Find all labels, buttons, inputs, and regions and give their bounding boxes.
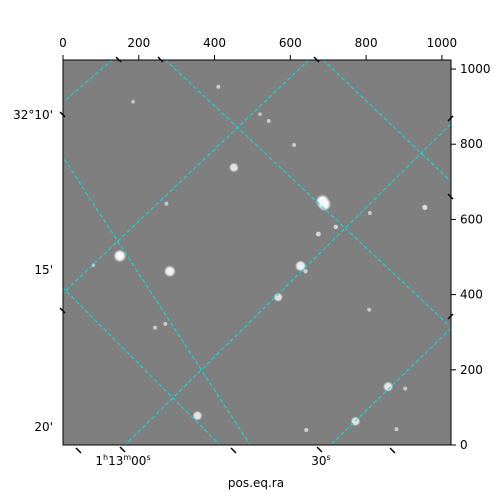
x-pixel-tick-label: 200	[127, 36, 150, 50]
wcs-grid-line	[63, 60, 113, 103]
world-tick	[119, 446, 126, 453]
dec-tick-label: 15'	[34, 263, 53, 277]
world-tick	[389, 447, 396, 454]
ra-tick-label: 30s	[311, 453, 330, 468]
star-point	[166, 267, 174, 275]
world-tick	[59, 111, 66, 118]
star-point	[258, 112, 262, 116]
star-point	[422, 204, 428, 210]
star-point	[164, 201, 169, 206]
star-point	[275, 294, 281, 301]
x-pixel-tick-label: 0	[59, 36, 67, 50]
star-point	[230, 164, 237, 171]
world-tick	[316, 446, 323, 453]
star-point	[297, 262, 304, 270]
wcs-grid-line	[164, 60, 451, 328]
star-point	[163, 321, 168, 326]
star-point	[91, 263, 96, 268]
wcs-grid-line	[124, 123, 451, 445]
world-tick	[447, 313, 454, 320]
star-point	[153, 325, 158, 330]
pixel-axis-ticks: 0 200 400 600 800 1000 0 200 400 600 800 1000	[59, 36, 490, 452]
y-pixel-tick-label: 800	[460, 137, 483, 151]
star-point	[394, 427, 399, 432]
world-tick	[230, 447, 237, 454]
y-pixel-tick-label: 200	[460, 363, 483, 377]
x-axis-label: pos.eq.ra	[228, 476, 284, 490]
star-point	[403, 386, 408, 391]
wcs-grid-line	[329, 327, 451, 445]
stars-layer	[91, 84, 428, 433]
star-point	[292, 143, 297, 147]
world-tick	[447, 193, 454, 200]
wcs-grid-line	[63, 287, 221, 445]
star-point	[194, 412, 201, 419]
dec-tick-label: 20'	[34, 420, 53, 434]
star-point	[315, 231, 321, 237]
sky-image	[63, 60, 451, 445]
world-tick	[59, 307, 66, 314]
world-tick	[157, 56, 164, 63]
star-point	[333, 224, 339, 230]
x-pixel-tick-label: 1000	[427, 36, 458, 50]
world-tick	[313, 56, 320, 63]
world-tick	[75, 447, 82, 454]
y-pixel-tick-label: 1000	[460, 62, 491, 76]
world-tick	[447, 115, 454, 122]
world-tick	[115, 56, 122, 63]
star-point	[216, 84, 221, 89]
x-pixel-tick-label: 600	[279, 36, 302, 50]
star-point	[320, 200, 329, 209]
star-point	[367, 211, 372, 215]
wcs-grid-line	[63, 156, 251, 445]
x-pixel-tick-label: 400	[203, 36, 226, 50]
x-pixel-tick-label: 800	[355, 36, 378, 50]
plot-frame	[62, 59, 452, 446]
dec-tick-label: 32°10'	[13, 108, 53, 122]
star-point	[115, 252, 124, 260]
star-point	[367, 307, 372, 312]
y-pixel-tick-label: 400	[460, 288, 483, 302]
wcs-grid-line	[63, 60, 310, 294]
y-pixel-tick-label: 0	[460, 438, 468, 452]
wcs-grid	[63, 60, 451, 445]
star-point	[304, 427, 309, 433]
world-axis-ticks	[59, 56, 454, 454]
wcs-grid-line	[322, 60, 451, 183]
y-pixel-tick-label: 600	[460, 212, 483, 226]
star-point	[303, 269, 308, 274]
star-point	[131, 99, 135, 104]
star-point	[266, 118, 271, 123]
ra-tick-label: 1h13m00s	[95, 453, 150, 468]
